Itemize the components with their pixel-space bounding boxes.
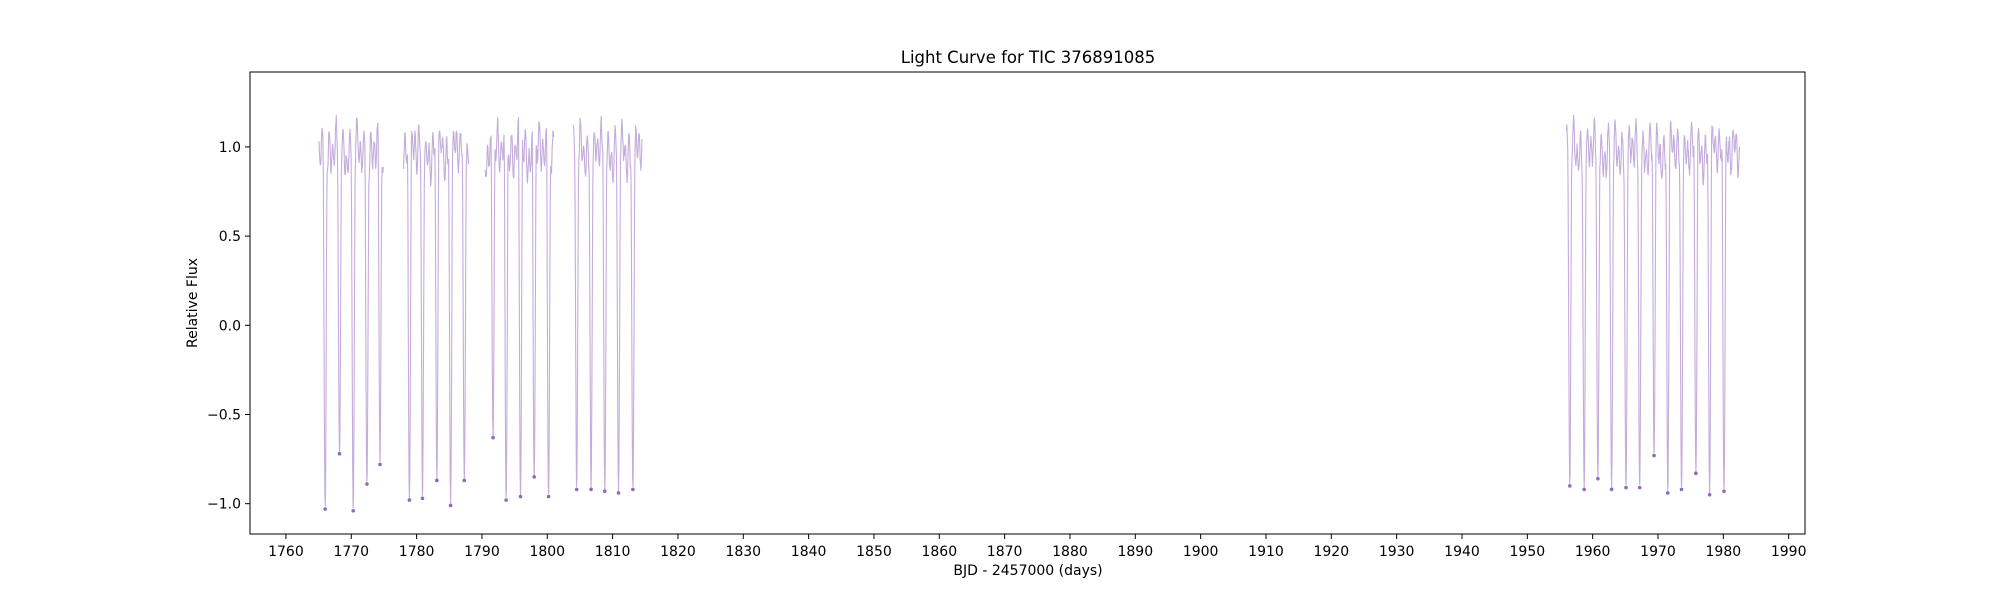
eclipse-minimum-point: [462, 478, 467, 483]
x-tick-label: 1890: [1117, 544, 1153, 560]
x-tick-label: 1930: [1379, 544, 1415, 560]
x-tick-label: 1840: [791, 544, 827, 560]
x-tick-label: 1770: [333, 544, 369, 560]
eclipse-minimum-point: [1609, 487, 1614, 492]
data-layer: [318, 114, 1740, 513]
eclipse-minimum-point: [365, 482, 369, 486]
eclipse-minimum-point: [323, 507, 327, 511]
x-tick-label: 1810: [595, 544, 631, 560]
light-curve-segment: [1565, 114, 1740, 496]
eclipse-minimum-point: [574, 487, 579, 492]
eclipse-minimum-point: [337, 451, 342, 456]
x-tick-label: 1870: [987, 544, 1023, 560]
y-tick-label: 0.5: [219, 229, 241, 245]
eclipse-minimum-point: [1624, 485, 1628, 490]
eclipse-minimum-point: [351, 509, 356, 513]
eclipse-minimum-point: [602, 489, 607, 493]
eclipse-minimum-point: [420, 496, 425, 501]
eclipse-minimum-point: [448, 503, 453, 508]
x-tick-label: 1900: [1183, 544, 1219, 560]
x-tick-label: 1920: [1313, 544, 1349, 560]
eclipse-minimum-point: [491, 435, 495, 440]
eclipse-minimum-point: [1652, 453, 1656, 458]
light-curve-segment: [484, 116, 555, 498]
light-curve-segment: [402, 124, 470, 507]
x-tick-label: 1960: [1575, 544, 1611, 560]
y-tick-label: −1.0: [207, 497, 241, 513]
eclipse-minimum-point: [504, 498, 508, 502]
eclipse-minimum-point: [1665, 491, 1670, 495]
x-tick-label: 1850: [856, 544, 892, 560]
x-axis-label: BJD - 2457000 (days): [953, 563, 1102, 579]
eclipse-minimum-point: [407, 498, 412, 502]
eclipse-minimum-point: [518, 494, 523, 499]
y-axis: −1.0 −0.5 0.0 0.5 1.0: [207, 140, 250, 513]
x-tick-label: 1820: [660, 544, 696, 560]
eclipse-minimum-point: [378, 462, 382, 467]
chart-title: Light Curve for TIC 376891085: [901, 48, 1155, 67]
x-tick-label: 1800: [529, 544, 565, 560]
x-tick-label: 1880: [1052, 544, 1088, 560]
y-tick-label: −0.5: [207, 407, 241, 423]
eclipse-minimum-point: [1722, 489, 1726, 493]
eclipse-minimum-point: [1637, 485, 1642, 490]
y-tick-label: 0.0: [219, 318, 241, 334]
eclipse-minimum-point: [1694, 471, 1698, 476]
plot-frame: [249, 71, 1806, 535]
y-axis-label: Relative Flux: [185, 258, 201, 348]
x-tick-label: 1950: [1510, 544, 1546, 560]
x-tick-label: 1910: [1248, 544, 1284, 560]
eclipse-minimum-point: [435, 478, 439, 483]
x-tick-label: 1830: [725, 544, 761, 560]
x-tick-label: 1860: [921, 544, 957, 560]
light-curve-segment: [572, 115, 643, 494]
eclipse-minimum-point: [532, 475, 537, 479]
x-tick-label: 1760: [268, 544, 304, 560]
eclipse-minimum-point: [1707, 492, 1712, 497]
x-tick-label: 1780: [399, 544, 435, 560]
x-tick-label: 1990: [1771, 544, 1807, 560]
eclipse-minimum-point: [616, 491, 621, 495]
x-tick-label: 1970: [1640, 544, 1676, 560]
eclipse-minimum-point: [1582, 487, 1586, 492]
eclipse-minimum-point: [546, 494, 551, 499]
eclipse-minimum-point: [1567, 484, 1572, 488]
light-curve-segment: [318, 114, 384, 509]
eclipse-minimum-point: [1596, 476, 1600, 481]
x-tick-label: 1980: [1706, 544, 1742, 560]
x-axis: 1760 1770 1780 1790 1800 1810 1820 1830 1840 1850…: [268, 534, 1806, 560]
eclipse-minimum-point: [589, 487, 593, 492]
eclipse-minimum-point: [631, 487, 635, 492]
x-tick-label: 1940: [1444, 544, 1480, 560]
x-tick-label: 1790: [464, 544, 500, 560]
eclipse-minimum-point: [1679, 487, 1684, 492]
y-tick-label: 1.0: [219, 140, 241, 156]
